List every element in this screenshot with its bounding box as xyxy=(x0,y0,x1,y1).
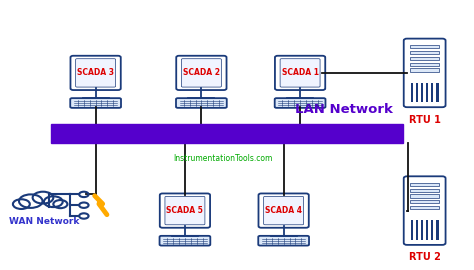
FancyBboxPatch shape xyxy=(275,56,325,90)
Bar xyxy=(431,83,433,102)
FancyBboxPatch shape xyxy=(258,236,309,246)
FancyBboxPatch shape xyxy=(404,39,446,107)
FancyBboxPatch shape xyxy=(160,236,210,246)
Text: RTU 1: RTU 1 xyxy=(409,115,441,125)
Bar xyxy=(51,124,403,143)
Bar xyxy=(421,83,423,102)
FancyBboxPatch shape xyxy=(70,98,121,108)
Bar xyxy=(410,200,439,204)
FancyBboxPatch shape xyxy=(176,98,227,108)
Text: SCADA 4: SCADA 4 xyxy=(265,206,302,215)
Bar xyxy=(426,220,428,240)
Bar xyxy=(436,83,438,102)
Bar xyxy=(410,189,439,192)
Bar xyxy=(410,63,439,66)
Bar xyxy=(421,220,423,240)
Text: InstrumentationTools.com: InstrumentationTools.com xyxy=(173,154,273,163)
Circle shape xyxy=(44,196,63,207)
Bar xyxy=(426,83,428,102)
FancyBboxPatch shape xyxy=(404,176,446,245)
FancyBboxPatch shape xyxy=(71,56,121,90)
Bar xyxy=(410,51,439,54)
Bar xyxy=(410,45,439,48)
Text: SCADA 2: SCADA 2 xyxy=(183,68,220,77)
FancyBboxPatch shape xyxy=(76,59,116,87)
Bar xyxy=(436,220,438,240)
Text: SCADA 3: SCADA 3 xyxy=(77,68,114,77)
Bar xyxy=(431,220,433,240)
Bar xyxy=(410,206,439,209)
Text: LAN Network: LAN Network xyxy=(295,103,393,116)
Bar xyxy=(410,57,439,60)
Bar xyxy=(410,194,439,198)
Text: SCADA 5: SCADA 5 xyxy=(166,206,203,215)
Circle shape xyxy=(19,194,43,208)
FancyBboxPatch shape xyxy=(176,56,227,90)
FancyBboxPatch shape xyxy=(258,193,309,228)
Bar xyxy=(411,220,413,240)
Text: RTU 2: RTU 2 xyxy=(409,252,441,262)
Bar xyxy=(410,183,439,186)
FancyBboxPatch shape xyxy=(275,98,326,108)
FancyBboxPatch shape xyxy=(160,193,210,228)
FancyBboxPatch shape xyxy=(280,59,320,87)
Circle shape xyxy=(33,192,53,204)
Circle shape xyxy=(13,199,30,209)
Bar xyxy=(410,68,439,72)
Text: SCADA 1: SCADA 1 xyxy=(282,68,319,77)
FancyBboxPatch shape xyxy=(264,197,304,225)
Bar xyxy=(416,220,419,240)
FancyBboxPatch shape xyxy=(165,197,205,225)
FancyBboxPatch shape xyxy=(182,59,221,87)
Bar xyxy=(416,83,419,102)
Text: WAN Network: WAN Network xyxy=(9,217,79,226)
Bar xyxy=(411,83,413,102)
Circle shape xyxy=(53,200,67,208)
